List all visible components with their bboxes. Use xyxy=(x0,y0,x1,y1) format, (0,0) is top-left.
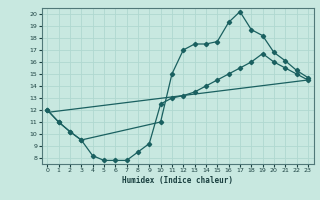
X-axis label: Humidex (Indice chaleur): Humidex (Indice chaleur) xyxy=(122,176,233,185)
